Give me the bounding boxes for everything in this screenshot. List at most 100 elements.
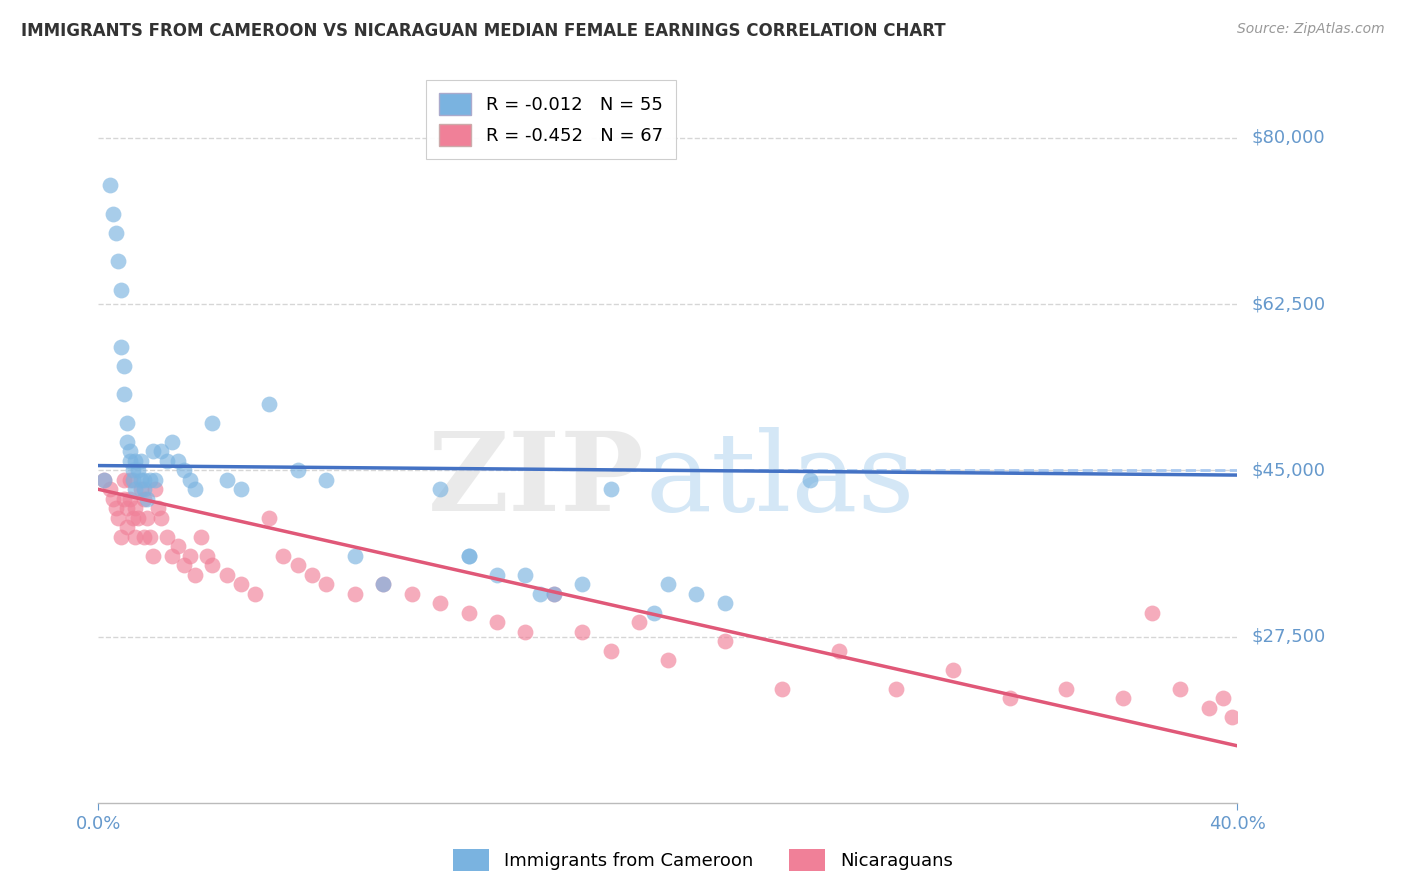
Point [110,340,132,354]
Point [129,473,152,487]
Point [118,444,141,458]
Text: IMMIGRANTS FROM CAMEROON VS NICARAGUAN MEDIAN FEMALE EARNINGS CORRELATION CHART: IMMIGRANTS FROM CAMEROON VS NICARAGUAN M… [21,22,946,40]
Point [150,511,173,525]
Point [543,587,565,601]
Point [1198,701,1220,715]
Point [628,615,651,630]
Point [141,549,163,563]
Point [124,501,146,516]
Point [127,511,149,525]
Point [301,567,323,582]
Text: $80,000: $80,000 [1251,128,1324,147]
Point [201,416,224,430]
Point [115,520,138,534]
Legend: R = -0.012   N = 55, R = -0.452   N = 67: R = -0.012 N = 55, R = -0.452 N = 67 [426,80,676,159]
Point [121,463,143,477]
Point [215,473,238,487]
Point [770,681,793,696]
Point [118,454,141,468]
Point [121,473,143,487]
Point [643,606,665,620]
Point [184,567,207,582]
Point [543,587,565,601]
Point [259,397,281,411]
Point [215,567,238,582]
Point [156,530,179,544]
Point [486,567,509,582]
Text: ZIP: ZIP [429,427,645,534]
Point [184,483,207,497]
Point [315,577,337,591]
Point [124,483,146,497]
Point [373,577,395,591]
Point [107,511,129,525]
Point [343,549,366,563]
Point [1112,691,1135,706]
Point [118,491,141,506]
Point [1140,606,1163,620]
Point [145,473,167,487]
Point [135,511,157,525]
Point [190,530,212,544]
Text: $45,000: $45,000 [1251,461,1326,479]
Point [132,473,155,487]
Point [179,473,201,487]
Point [135,491,157,506]
Point [156,454,179,468]
Point [799,473,821,487]
Point [657,653,679,667]
Point [110,530,132,544]
Point [884,681,907,696]
Point [98,178,121,193]
Point [600,483,623,497]
Point [112,473,135,487]
Point [714,596,737,610]
Point [148,501,170,516]
Point [112,491,135,506]
Point [343,587,366,601]
Point [179,549,201,563]
Point [1212,691,1234,706]
Legend: Immigrants from Cameroon, Nicaraguans: Immigrants from Cameroon, Nicaraguans [446,842,960,879]
Point [132,530,155,544]
Point [110,283,132,297]
Point [229,577,252,591]
Point [162,549,184,563]
Point [132,483,155,497]
Point [457,606,479,620]
Point [942,663,965,677]
Point [124,454,146,468]
Point [486,615,509,630]
Point [121,511,143,525]
Point [195,549,218,563]
Point [287,558,309,573]
Point [201,558,224,573]
Point [112,359,135,373]
Point [457,549,479,563]
Point [127,463,149,477]
Point [124,530,146,544]
Point [162,434,184,449]
Point [315,473,337,487]
Point [115,434,138,449]
Point [104,501,127,516]
Point [714,634,737,648]
Text: $62,500: $62,500 [1251,295,1326,313]
Point [373,577,395,591]
Point [273,549,295,563]
Point [287,463,309,477]
Text: $27,500: $27,500 [1251,628,1326,646]
Point [401,587,423,601]
Point [259,511,281,525]
Point [229,483,252,497]
Point [571,577,593,591]
Point [657,577,679,591]
Point [998,691,1021,706]
Point [600,644,623,658]
Point [101,491,124,506]
Point [138,530,160,544]
Point [429,483,451,497]
Point [98,483,121,497]
Point [145,483,167,497]
Point [173,558,195,573]
